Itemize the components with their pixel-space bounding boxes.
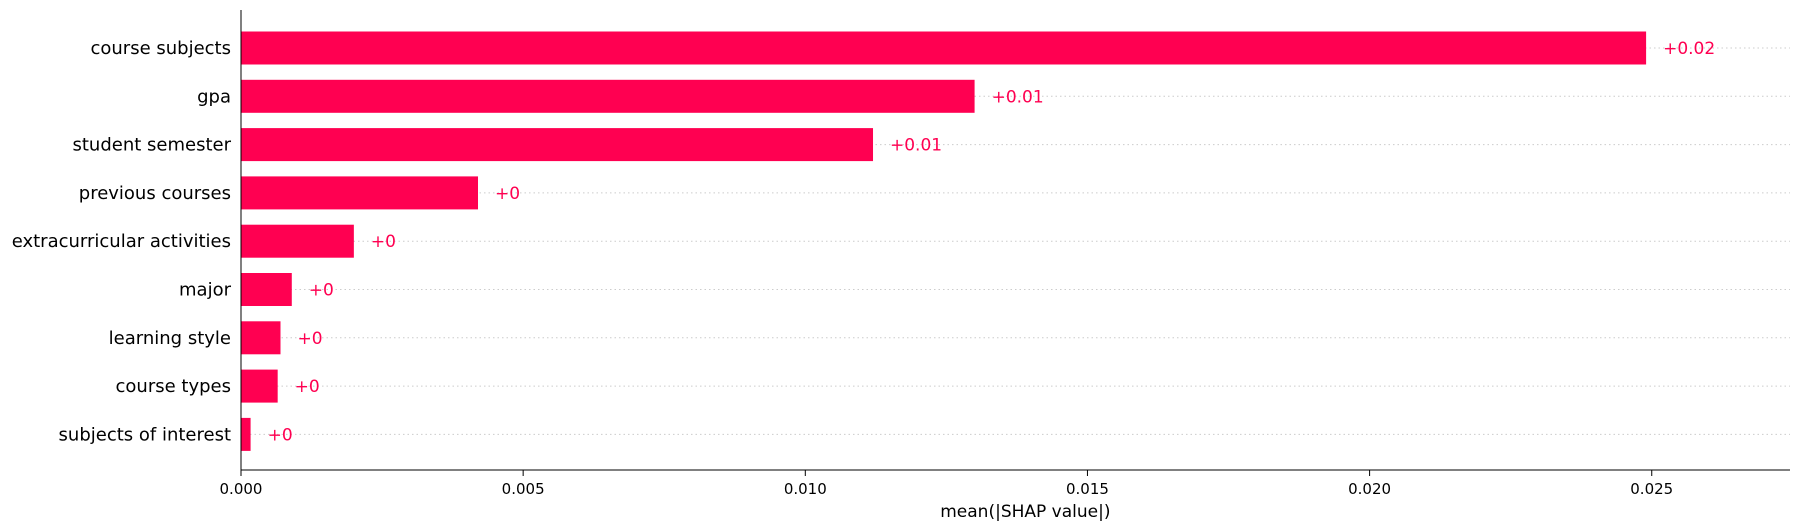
bar <box>241 31 1647 65</box>
x-tick-label: 0.020 <box>1348 480 1391 498</box>
category-label: subjects of interest <box>59 424 231 445</box>
category-label: previous courses <box>79 183 231 204</box>
bar <box>241 224 354 258</box>
x-tick-label: 0.025 <box>1630 480 1673 498</box>
value-label: +0 <box>371 232 396 252</box>
category-label: course subjects <box>90 38 231 59</box>
x-tick-label: 0.010 <box>784 480 827 498</box>
bar <box>241 417 251 451</box>
value-labels: +0.02 +0.01 +0.01 +0 +0 +0 +0 +0 +0 <box>268 39 1716 445</box>
x-ticks: 0.000 0.005 0.010 0.015 0.020 0.025 <box>220 470 1673 498</box>
value-label: +0 <box>495 184 520 204</box>
bar <box>241 79 975 113</box>
bar <box>241 128 874 162</box>
category-label: extracurricular activities <box>12 231 231 252</box>
category-label: student semester <box>72 135 231 156</box>
category-label: gpa <box>197 86 231 107</box>
x-tick-label: 0.005 <box>502 480 545 498</box>
value-label: +0 <box>309 281 334 301</box>
x-tick-label: 0.015 <box>1066 480 1109 498</box>
value-label: +0.02 <box>1663 39 1715 59</box>
bar <box>241 321 281 355</box>
value-label: +0 <box>298 329 323 349</box>
value-label: +0 <box>295 377 320 397</box>
category-labels: course subjects gpa student semester previo… <box>12 38 232 445</box>
x-axis-title: mean(|SHAP value|) <box>940 502 1110 522</box>
category-label: course types <box>116 376 231 397</box>
value-label: +0 <box>268 425 293 445</box>
bar <box>241 369 278 403</box>
bars <box>241 31 1647 451</box>
bar <box>241 176 479 210</box>
category-label: learning style <box>109 328 231 349</box>
x-tick-label: 0.000 <box>220 480 263 498</box>
value-label: +0.01 <box>992 87 1044 107</box>
bar <box>241 273 292 306</box>
value-label: +0.01 <box>890 136 942 156</box>
category-label: major <box>179 280 232 301</box>
